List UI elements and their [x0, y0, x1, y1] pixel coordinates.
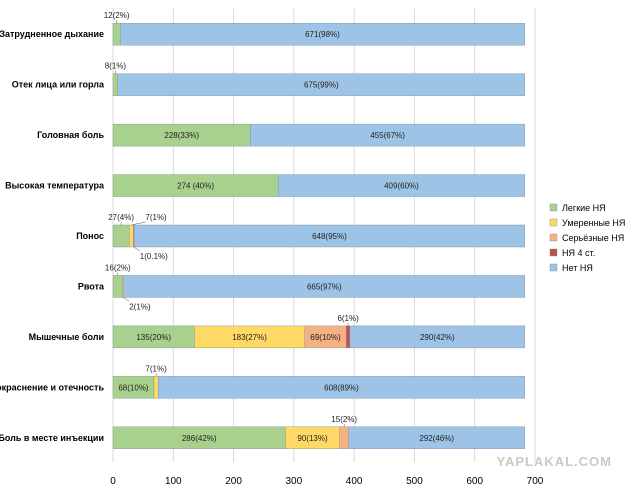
bar-4-series-0 [112, 224, 130, 248]
legend: Легкие НЯ Умеренные НЯ Серьёзные НЯ НЯ 4 ст… [549, 203, 625, 273]
data-label-14: 665(97%) [307, 282, 342, 291]
data-label-19: 290(42%) [420, 333, 455, 342]
data-label-17: 69(10%) [310, 333, 341, 342]
bar-0-series-0 [112, 23, 121, 46]
legend-label-0: Легкие НЯ [562, 203, 606, 213]
x-tick-label-5: 500 [406, 476, 423, 487]
data-label-8: 27(4%) [108, 213, 134, 222]
data-label-15: 135(20%) [136, 333, 171, 342]
data-label-26: 292(46%) [419, 434, 454, 443]
data-label-22: 608(89%) [324, 383, 359, 392]
bar-8-series-4 [348, 426, 525, 449]
category-label-3: Высокая температура [5, 181, 105, 191]
leader-line-10 [133, 246, 140, 252]
legend-swatch-4 [549, 263, 558, 272]
x-tick-label-4: 400 [346, 476, 363, 487]
x-tick-label-7: 700 [527, 476, 544, 487]
x-axis: 0 100 200 300 400 500 600 700 [110, 476, 544, 487]
x-tick-label-3: 300 [286, 476, 303, 487]
category-label-4: Понос [76, 231, 104, 241]
data-label-10: 1(0.1%) [140, 252, 168, 261]
data-label-25: 15(2%) [331, 415, 357, 424]
data-label-12: 16(2%) [105, 263, 131, 272]
bar-4-series-1 [129, 224, 134, 248]
leader-line-9 [131, 221, 146, 226]
bar-4-series-4 [133, 224, 525, 248]
category-label-8: Боль в месте инъекции [0, 433, 104, 443]
bar-6-series-3 [346, 325, 351, 349]
data-labels: 12(2%) 671(98%) 8(1%) 675(99%) 228(33%) 455(6… [104, 11, 455, 443]
category-label-2: Головная боль [37, 130, 104, 140]
data-label-0: 12(2%) [104, 11, 130, 20]
data-label-3: 675(99%) [304, 81, 339, 90]
data-label-5: 455(67%) [370, 131, 405, 140]
legend-swatch-0 [549, 203, 558, 212]
bar-7-series-1 [153, 376, 159, 399]
bar-7-series-4 [158, 376, 525, 399]
data-label-23: 286(42%) [182, 434, 217, 443]
legend-label-1: Умеренные НЯ [562, 218, 625, 228]
bar-2-series-4 [250, 123, 525, 147]
data-label-6: 274 (40%) [177, 182, 214, 191]
data-label-11: 648(95%) [312, 232, 347, 241]
category-labels: Затрудненное дыхание Отек лица или горла Г… [0, 29, 105, 443]
legend-label-4: Нет НЯ [562, 263, 593, 273]
x-tick-label-1: 100 [165, 476, 182, 487]
legend-label-3: НЯ 4 ст. [562, 248, 595, 258]
bar-8-series-2 [339, 426, 349, 449]
data-label-2: 8(1%) [105, 62, 127, 71]
data-label-16: 183(27%) [232, 333, 267, 342]
bar-6-series-4 [349, 325, 525, 349]
bar-1-series-0 [112, 73, 119, 96]
legend-swatch-3 [549, 248, 558, 257]
watermark: YAPLAKAL.COM [496, 454, 612, 469]
data-label-13: 2(1%) [129, 302, 151, 311]
category-label-5: Рвота [78, 281, 105, 291]
legend-swatch-2 [549, 233, 558, 242]
data-label-4: 228(33%) [164, 131, 199, 140]
data-label-24: 90(13%) [297, 434, 328, 443]
data-label-18: 6(1%) [337, 314, 359, 323]
category-label-0: Затрудненное дыхание [0, 29, 104, 39]
category-label-7: Покраснение и отечность [0, 382, 104, 392]
bar-5-series-4 [123, 275, 525, 298]
data-label-21: 7(1%) [145, 364, 167, 373]
x-tick-label-2: 200 [225, 476, 242, 487]
bars [112, 23, 525, 449]
bar-5-series-0 [112, 275, 123, 298]
bar-0-series-4 [120, 23, 525, 46]
data-label-9: 7(1%) [145, 213, 167, 222]
data-label-7: 409(60%) [384, 182, 419, 191]
bar-3-series-4 [277, 174, 525, 197]
x-tick-label-0: 0 [110, 476, 116, 487]
legend-label-2: Серьёзные НЯ [562, 233, 624, 243]
leader-line-13 [123, 297, 130, 302]
legend-swatch-1 [549, 218, 558, 227]
bar-1-series-4 [117, 73, 525, 96]
category-label-1: Отек лица или горла [12, 80, 105, 90]
data-label-20: 68(10%) [118, 383, 149, 392]
x-tick-label-6: 600 [466, 476, 483, 487]
category-label-6: Мышечные боли [29, 332, 104, 342]
data-label-1: 671(98%) [305, 30, 340, 39]
